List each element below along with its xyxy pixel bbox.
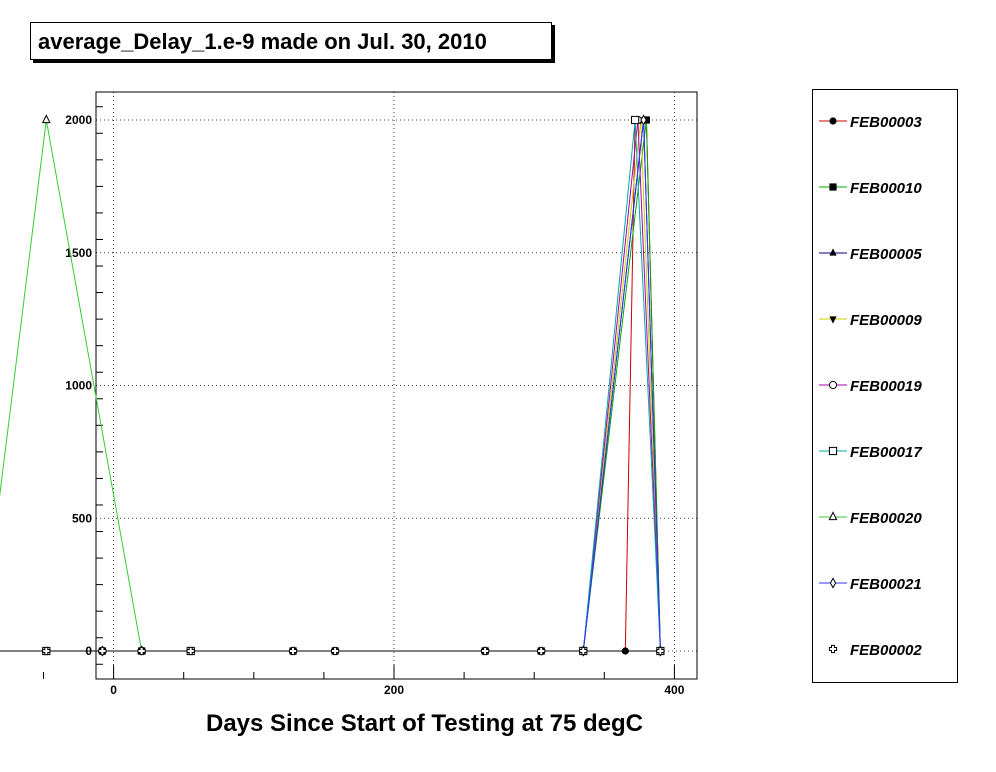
series-line-feb00021 [0,119,661,652]
series-points-feb00002 [42,646,665,656]
axes: -1000-800-600-400-2000200400050010001500… [43,106,685,697]
legend-label: FEB00019 [850,378,922,395]
y-tick-label: 1500 [65,246,92,260]
data-point [640,114,647,126]
legend: FEB00003 FEB00010 FEB00005 FEB00009 FEB00019… [812,89,958,683]
data-point [537,646,546,656]
legend-entry: FEB00019 [813,366,957,406]
legend-label: FEB00017 [850,444,922,461]
data-point [631,115,640,125]
grid-lines [96,92,697,679]
legend-entry: FEB00020 [813,498,957,538]
data-point [331,646,340,656]
legend-swatch [819,446,847,456]
legend-entry: FEB00010 [813,168,957,208]
data-point [288,646,298,656]
legend-marker [828,644,838,654]
legend-swatch [819,316,847,324]
legend-entry: FEB00021 [813,564,957,604]
legend-label: FEB00005 [850,246,922,263]
series-line-feb00017 [0,119,661,652]
legend-label: FEB00009 [850,312,922,329]
legend-swatch [819,117,847,125]
x-tick-label: 0 [110,683,117,697]
legend-marker [828,446,838,456]
legend-swatch [819,248,847,256]
legend-entry: FEB00002 [813,630,957,670]
data-point [656,646,665,656]
legend-swatch [819,380,847,390]
legend-label: FEB00002 [850,642,922,659]
y-tick-label: 1000 [65,379,92,393]
legend-swatch [819,511,847,521]
data-point [42,646,51,656]
series-line-feb00019 [0,119,661,652]
data-point [137,646,146,656]
legend-marker [829,117,837,125]
x-axis-label: Days Since Start of Testing at 75 degC [206,710,644,737]
series-points-feb00005 [289,115,664,654]
series-points-feb00021 [99,114,664,657]
x-tick-label: 400 [664,683,684,697]
legend-marker [829,577,837,589]
series-line-feb00010 [0,119,661,652]
series-points-feb00009 [138,117,664,656]
legend-label: FEB00020 [850,510,922,527]
legend-entry: FEB00005 [813,234,957,274]
x-tick-label: 200 [384,683,404,697]
data-point [579,646,588,656]
legend-entry: FEB00003 [813,102,957,142]
legend-swatch [819,183,847,191]
y-tick-label: 500 [72,511,92,525]
legend-swatch [828,644,838,654]
legend-label: FEB00021 [850,576,922,593]
series-line-feb00005 [0,119,661,652]
series-line-feb00003 [0,119,661,652]
legend-label: FEB00003 [850,114,922,131]
plot-frame [95,91,698,680]
legend-marker [829,183,837,191]
series-lines [0,119,661,652]
legend-marker [829,248,837,256]
legend-marker [828,380,838,390]
legend-swatch [819,577,847,589]
legend-marker [828,511,838,521]
data-point [621,647,629,655]
legend-entry: FEB00017 [813,432,957,472]
legend-entry: FEB00009 [813,300,957,340]
data-point [186,646,195,656]
chart-title: average_Delay_1.e-9 made on Jul. 30, 201… [38,29,487,54]
legend-label: FEB00010 [850,180,922,197]
legend-marker [829,316,837,324]
data-point [41,114,51,124]
chart-title-box: average_Delay_1.e-9 made on Jul. 30, 201… [30,22,552,60]
series-markers [41,114,665,657]
data-point [98,646,107,656]
y-tick-label: 2000 [65,113,92,127]
data-point [481,646,490,656]
series-line-feb00009 [0,119,661,652]
